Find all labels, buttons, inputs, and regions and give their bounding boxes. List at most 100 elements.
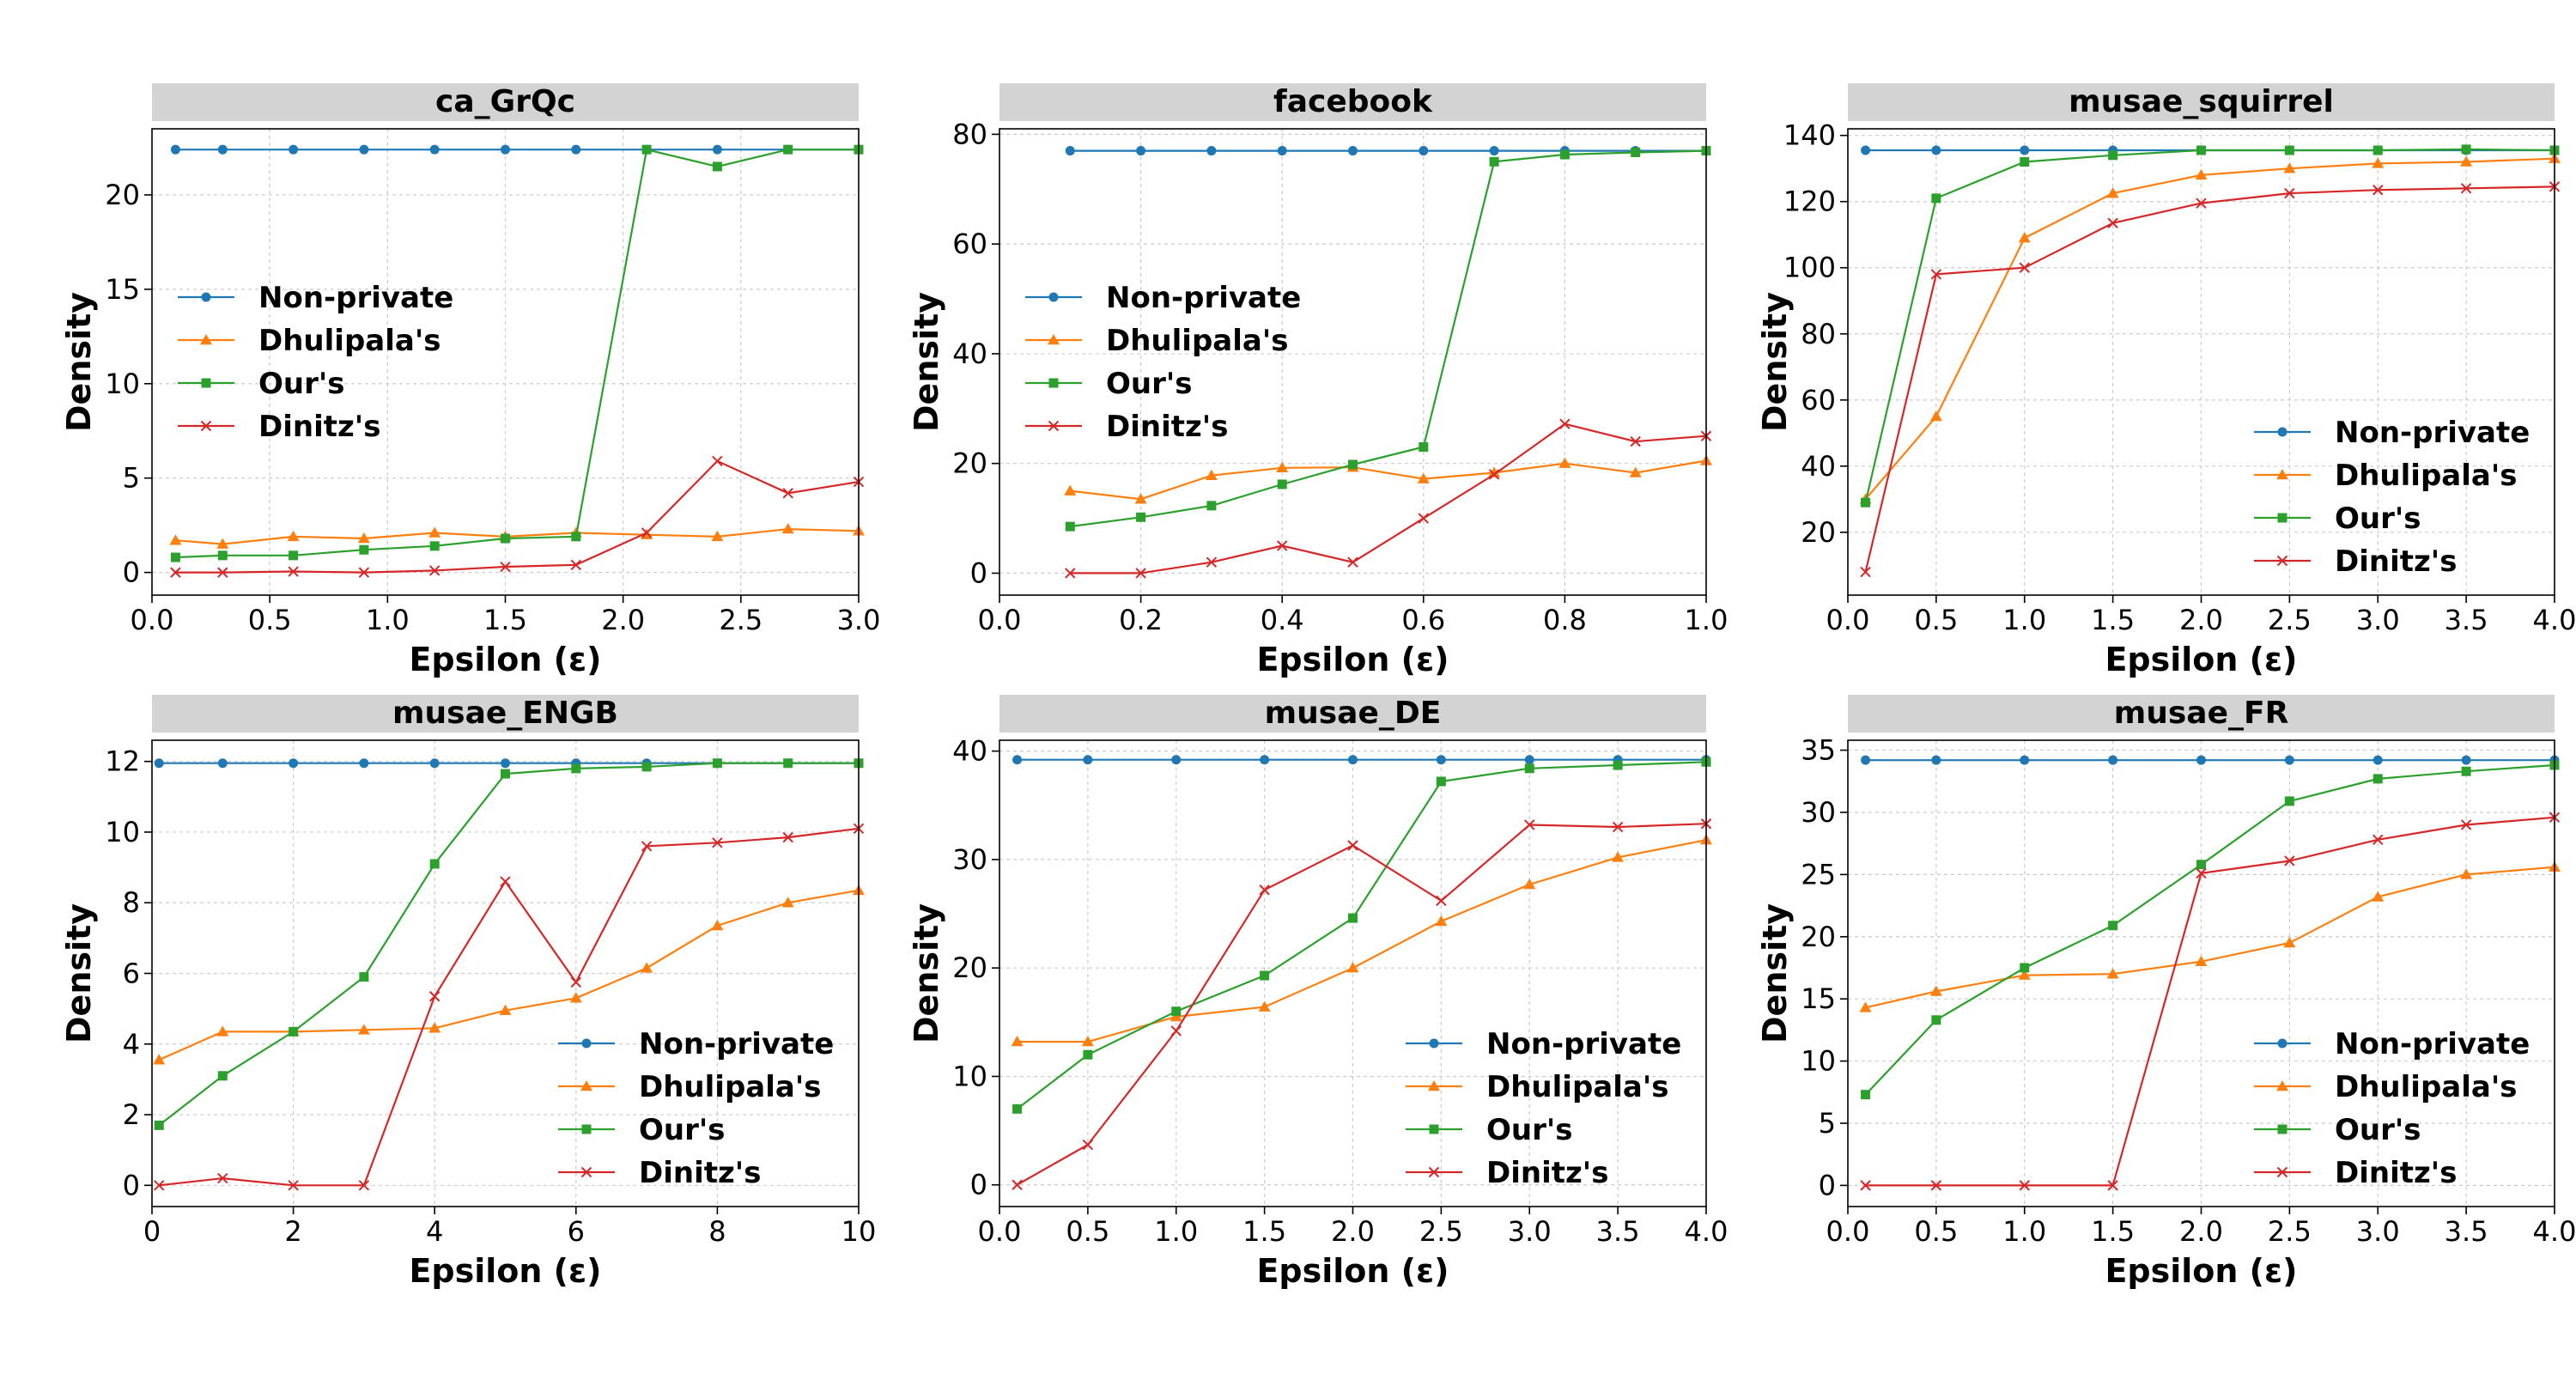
x-tick-label: 2.5 [2268, 604, 2312, 636]
data-point-marker [287, 530, 300, 542]
x-tick-label: 0.6 [1401, 604, 1445, 636]
data-point-marker [1206, 501, 1217, 511]
x-tick-label: 3.0 [1508, 1215, 1552, 1248]
legend-marker [1048, 378, 1059, 388]
x-tick-label: 0.5 [248, 604, 292, 636]
data-point-marker [359, 144, 369, 155]
x-axis-label: Epsilon (ε) [409, 641, 601, 678]
series-line [1865, 866, 2555, 1009]
x-tick-label: 2 [284, 1215, 301, 1248]
data-point-marker [2284, 187, 2295, 199]
data-point-marker [712, 758, 722, 769]
data-point-marker [1559, 149, 1570, 160]
data-point-marker [2460, 868, 2473, 879]
data-point-marker [1419, 442, 1429, 453]
data-point-marker [501, 769, 510, 779]
data-point-marker [1613, 760, 1623, 770]
legend-label: Dinitz's [1106, 410, 1228, 444]
data-point-marker [359, 544, 369, 555]
data-point-marker [2019, 262, 2030, 273]
data-point-marker [2108, 921, 2118, 931]
data-point-marker [711, 530, 724, 542]
y-tick-label: 6 [123, 958, 140, 990]
subplot-title-strip [999, 695, 1706, 733]
series-dhulipala-s [1859, 860, 2561, 1012]
data-point-marker [2108, 755, 2118, 765]
y-tick-label: 60 [1801, 384, 1836, 416]
data-point-marker [570, 559, 582, 571]
data-point-marker [2020, 157, 2030, 167]
legend-entry: Dhulipala's [1406, 1070, 1668, 1104]
x-tick-label: 1.0 [2002, 604, 2046, 636]
data-point-marker [2196, 867, 2207, 879]
data-point-marker [358, 567, 370, 578]
legend-marker [2277, 1038, 2287, 1049]
subplot-ca-grqc: ca_GrQc 0.0 0.5 1.0 1.5 2.0 2.5 3.0 0 5 10 15 20 Epsi… [60, 83, 880, 678]
subplot-title-strip [999, 83, 1706, 121]
data-point-marker [288, 1180, 299, 1191]
data-point-marker [1931, 193, 1941, 204]
data-point-marker [1260, 755, 1270, 765]
series-dhulipala-s [169, 523, 865, 549]
data-point-marker [1348, 459, 1358, 470]
data-point-marker [217, 1071, 228, 1081]
data-point-marker [1859, 1001, 1872, 1012]
x-tick-label: 2.5 [2268, 1215, 2312, 1248]
y-tick-label: 0 [1819, 1169, 1836, 1201]
data-point-marker [1418, 513, 1430, 524]
data-point-marker [1065, 568, 1076, 579]
series-line [1070, 423, 1707, 575]
data-point-marker [1065, 146, 1075, 156]
data-point-marker [571, 144, 581, 155]
y-tick-label: 4 [123, 1028, 140, 1061]
data-point-marker [288, 566, 299, 577]
x-tick-label: 8 [708, 1215, 726, 1248]
data-point-marker [2196, 755, 2206, 765]
legend-entry: Non-private [1406, 1027, 1681, 1061]
data-point-marker [569, 992, 582, 1003]
legend-marker [2276, 1166, 2288, 1178]
data-point-marker [641, 841, 653, 852]
data-point-marker [1861, 1090, 1871, 1100]
series-dinitz-s [170, 455, 865, 578]
data-point-marker [289, 1026, 299, 1037]
data-point-marker [1012, 1179, 1023, 1190]
legend-marker [2277, 1124, 2287, 1134]
series-line [1017, 823, 1707, 1186]
data-point-marker [217, 144, 228, 155]
data-point-marker [289, 758, 299, 769]
y-axis-label: Density [60, 903, 98, 1043]
legend-entry: Our's [1025, 367, 1193, 401]
legend-marker [1048, 334, 1060, 345]
data-point-marker [500, 876, 511, 887]
y-tick-label: 0 [123, 556, 140, 589]
data-point-marker [781, 523, 794, 534]
series-dinitz-s [154, 823, 865, 1191]
legend-marker [1048, 292, 1059, 302]
data-point-marker [1631, 147, 1641, 157]
data-point-marker [1082, 1139, 1094, 1151]
legend-marker [2277, 513, 2287, 523]
series-dinitz-s [1860, 812, 2561, 1191]
legend-entry: Dinitz's [2254, 544, 2457, 579]
y-axis-label: Density [1756, 903, 1794, 1043]
legend-label: Dinitz's [258, 410, 380, 444]
y-tick-label: 40 [952, 735, 987, 768]
data-point-marker [1630, 435, 1641, 447]
legend-label: Our's [1486, 1113, 1573, 1147]
data-point-marker [1860, 566, 1871, 578]
data-point-marker [1488, 466, 1501, 477]
legend-entry: Non-private [558, 1027, 834, 1061]
data-point-marker [2283, 937, 2296, 948]
subplot-musae-squirrel: musae_squirrel 0.0 0.5 1.0 1.5 2.0 2.5 3.0 3.5 4.… [1756, 83, 2576, 678]
y-tick-label: 25 [1801, 858, 1836, 891]
data-point-marker [2461, 144, 2471, 155]
data-point-marker [217, 550, 228, 561]
y-axis-label: Density [60, 292, 98, 432]
data-point-marker [1259, 885, 1270, 896]
data-point-marker [217, 1172, 228, 1184]
legend-entry: Non-private [1025, 281, 1301, 315]
x-tick-label: 1.5 [1242, 1215, 1286, 1248]
data-point-marker [641, 762, 652, 772]
data-point-marker [783, 758, 793, 769]
